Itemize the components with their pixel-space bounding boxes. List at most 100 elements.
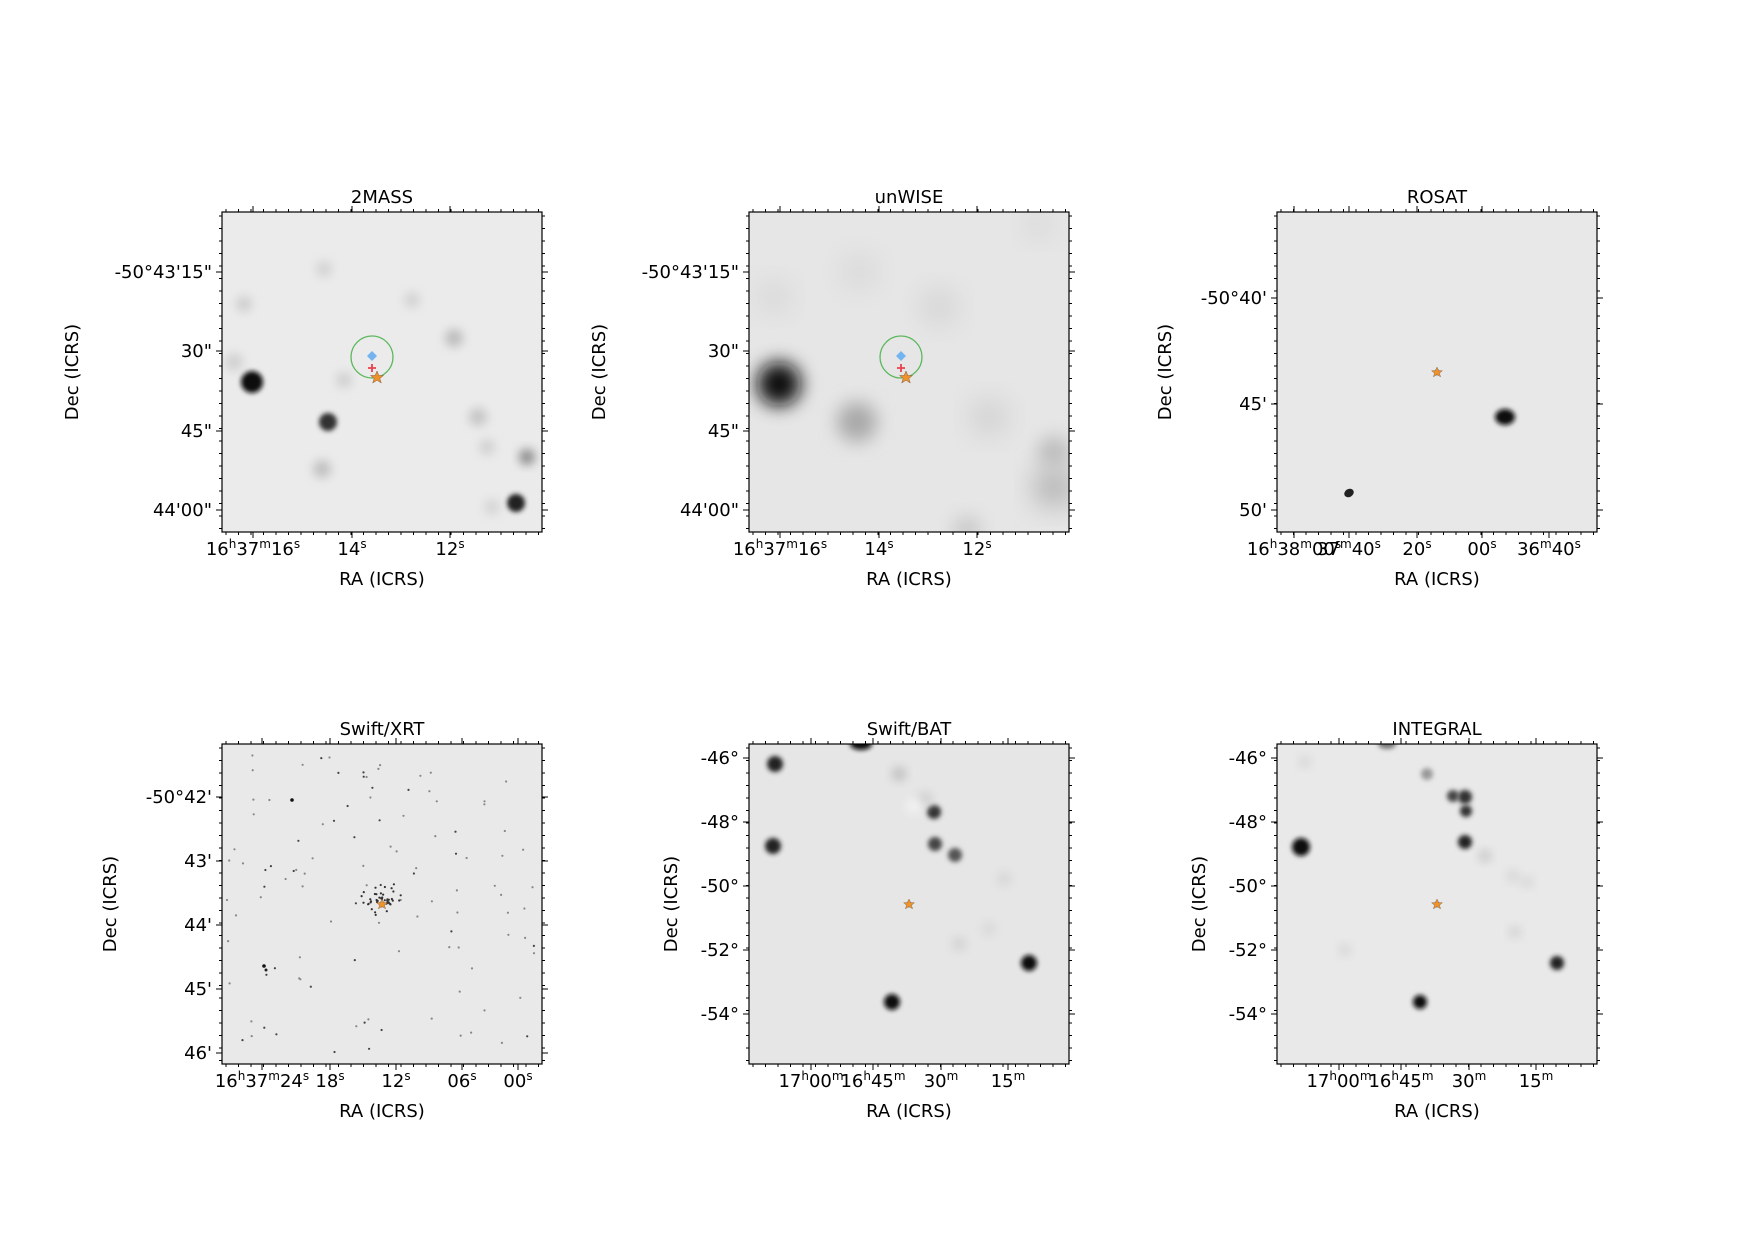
star [1025, 212, 1053, 238]
photon-events [225, 754, 536, 1054]
star [404, 292, 420, 308]
source [884, 994, 900, 1010]
photon-event [386, 899, 389, 902]
y-tick-label: 44' [184, 915, 212, 936]
photon-event [228, 982, 231, 985]
photon-event [415, 867, 418, 870]
photon-event [360, 895, 363, 898]
photon-event [483, 803, 486, 806]
panel-2mass: 2MASS [62, 187, 548, 590]
y-tick-labels: -46° -48° -50° -52° -54° [701, 748, 739, 1025]
source [850, 744, 872, 750]
photon-event [362, 864, 365, 867]
photon-event [454, 852, 458, 855]
photon-event [390, 897, 393, 901]
photon-event [328, 756, 331, 759]
photon-event [450, 930, 453, 933]
source [982, 922, 996, 936]
photon-event [506, 911, 509, 914]
photon-event [532, 952, 536, 955]
y-tick-label: -54° [701, 1004, 739, 1025]
photon-event [367, 903, 370, 906]
axes-frame [1276, 743, 1598, 1065]
photon-event [370, 908, 373, 911]
photon-event [399, 894, 402, 897]
source [1460, 805, 1472, 817]
star [1038, 436, 1069, 468]
photon-event [252, 798, 255, 801]
star-marker [1430, 366, 1444, 378]
plus-marker [368, 364, 376, 372]
photon-event [365, 775, 368, 779]
x-tick-label: 16h37m16s [733, 537, 827, 560]
y-tick-label: 44'00" [680, 500, 739, 521]
photon-event [233, 848, 236, 851]
image-background [222, 212, 542, 532]
photon-event [333, 1050, 336, 1054]
panel-swift-xrt: Swift/XRT -50°42' 43' 44' 45' 46' 16h37m… [100, 719, 548, 1122]
photon-event [301, 885, 304, 888]
photon-event [419, 774, 422, 777]
source [907, 799, 921, 813]
x-tick-labels: 16h38m00s 37m40s 20s 00s 36m40s [1247, 537, 1581, 560]
star [971, 399, 1007, 435]
x-tick-label: 15m [991, 1069, 1026, 1092]
photon-event [470, 967, 474, 970]
y-tick-labels: -46° -48° -50° -52° -54° [1229, 748, 1267, 1025]
sky-image [749, 744, 1069, 1064]
photon-event [250, 1035, 253, 1038]
plus-marker [897, 364, 905, 372]
source [1292, 838, 1310, 856]
photon-event [397, 950, 401, 953]
photon-event [295, 868, 298, 871]
photon-event [263, 1026, 266, 1029]
x-tick-labels: 17h00m 16h45m 30m 15m [1306, 1069, 1553, 1092]
x-tick-label: 00s [1467, 537, 1496, 560]
y-tick-label: 45' [1239, 394, 1267, 415]
photon-event [457, 946, 460, 949]
star [319, 413, 337, 431]
star [336, 372, 352, 388]
y-tick-label: 45" [181, 421, 212, 442]
photon-event [385, 910, 388, 913]
star-marker [375, 898, 389, 910]
x-ray-source [1344, 488, 1354, 498]
photon-event [383, 885, 386, 889]
y-tick-label: -48° [1229, 812, 1267, 833]
star [479, 439, 495, 455]
ticks [216, 206, 548, 538]
axes-frame [1276, 211, 1598, 533]
photon-event [459, 1034, 462, 1037]
x-tick-label: 12s [962, 537, 991, 560]
photon-event [329, 920, 333, 923]
ticks [743, 738, 1075, 1070]
source [927, 805, 941, 819]
photon-event [263, 885, 266, 888]
star [236, 296, 252, 312]
panel-title: INTEGRAL [1392, 719, 1481, 740]
x-axis-label: RA (ICRS) [866, 569, 952, 590]
photon-event [379, 764, 382, 767]
y-tick-label: -50°43'15" [642, 262, 739, 283]
y-axis-label: Dec (ICRS) [661, 856, 682, 952]
star-sources [225, 261, 535, 515]
photon-event [388, 902, 391, 905]
y-tick-label: -52° [701, 940, 739, 961]
photon-event [526, 1035, 529, 1038]
x-tick-label: 20s [1402, 537, 1431, 560]
photon-event [346, 804, 349, 808]
diamond-marker [367, 351, 377, 361]
sky-image [222, 212, 542, 532]
x-tick-label: 30m [1452, 1069, 1487, 1092]
photon-event [532, 944, 535, 947]
x-axis-label: RA (ICRS) [1394, 569, 1480, 590]
x-axis-label: RA (ICRS) [339, 1101, 425, 1122]
y-tick-labels: -50°43'15" 30" 45" 44'00" [642, 262, 739, 521]
x-ray-source [1495, 409, 1515, 425]
x-tick-label: 15m [1519, 1069, 1554, 1092]
photon-event [500, 893, 503, 896]
y-tick-label: 45" [708, 421, 739, 442]
x-tick-label: 12s [381, 1069, 410, 1092]
panel-swift-bat: Swift/BAT [661, 719, 1075, 1122]
source [948, 848, 962, 862]
